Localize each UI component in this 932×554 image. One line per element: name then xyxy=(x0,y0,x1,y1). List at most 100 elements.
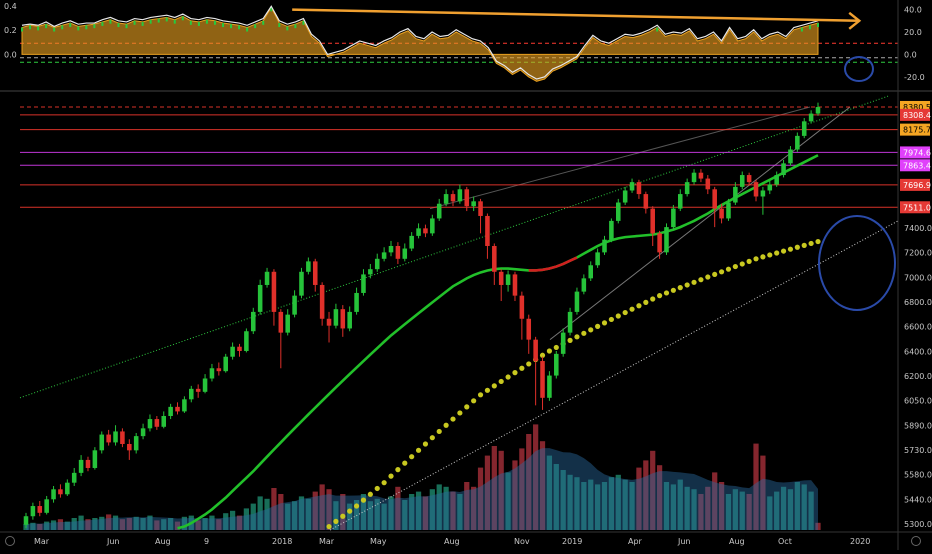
volume-bar xyxy=(450,491,456,530)
candle-body xyxy=(677,194,683,209)
candle-body xyxy=(698,172,704,179)
dotted-average-point xyxy=(402,460,408,466)
x-axis-tick: Aug xyxy=(155,537,171,546)
candle-body xyxy=(609,220,614,240)
candle-body xyxy=(684,182,690,195)
volume-bar xyxy=(691,489,697,530)
candle-body xyxy=(368,269,373,275)
dotted-average-point xyxy=(464,404,470,410)
price-axis-tick: 7200.0 xyxy=(904,249,932,258)
candle-body xyxy=(140,428,146,437)
candle-body xyxy=(51,489,56,500)
x-axis-tick: Nov xyxy=(514,537,530,546)
volume-bar xyxy=(732,489,738,530)
x-axis-tick: 2019 xyxy=(562,537,582,546)
candle-body xyxy=(189,388,194,400)
volume-bar xyxy=(767,496,773,530)
osc-left-tick: 0.0 xyxy=(4,50,17,59)
candle-body xyxy=(244,331,249,351)
volume-bar xyxy=(546,455,553,530)
price-tag-bg xyxy=(900,159,930,172)
candle-body xyxy=(306,261,311,272)
volume-bar xyxy=(498,450,504,530)
candle-body xyxy=(23,516,29,525)
dotted-average-point xyxy=(519,365,525,371)
candle-body xyxy=(691,172,697,183)
dotted-average-point xyxy=(712,271,718,278)
dotted-average-point xyxy=(477,392,484,398)
dotted-average-point xyxy=(340,513,346,519)
price-axis-tick: 7000.0 xyxy=(904,273,932,282)
x-axis-tick: Apr xyxy=(628,537,643,546)
candle-body xyxy=(602,239,607,253)
dotted-average-point xyxy=(629,306,635,312)
dotted-average-point xyxy=(347,508,353,514)
volume-bar xyxy=(140,518,146,530)
x-axis-tick: Aug xyxy=(729,537,745,546)
volume-bar xyxy=(471,486,477,530)
dotted-average-point xyxy=(601,320,608,326)
volume-bar xyxy=(574,477,580,530)
price-tag-label: 7511.0 xyxy=(903,203,931,212)
candle-body xyxy=(478,201,483,216)
candle-body xyxy=(395,245,401,259)
candle-body xyxy=(354,292,359,312)
volume-bar xyxy=(484,455,491,530)
candle-body xyxy=(815,107,821,114)
candle-body xyxy=(643,194,649,209)
volume-bar xyxy=(422,496,429,530)
dotted-average-point xyxy=(808,240,814,247)
volume-bar xyxy=(92,518,98,530)
candle-body xyxy=(99,434,105,451)
candle-body xyxy=(195,388,201,392)
dotted-average-point xyxy=(650,296,656,302)
price-tag-label: 8380.5 xyxy=(903,103,931,112)
osc-left-tick: 0.4 xyxy=(4,2,17,11)
candle-body xyxy=(312,261,318,285)
candle-body xyxy=(533,339,538,362)
candle-body xyxy=(629,182,635,191)
volume-bar xyxy=(271,488,277,530)
candle-body xyxy=(168,406,173,417)
volume-bar xyxy=(30,522,36,530)
volume-bar xyxy=(780,486,787,530)
candle-body xyxy=(760,190,766,197)
candle-body xyxy=(753,182,759,197)
dotted-average-point xyxy=(636,303,642,309)
price-tag-label: 8175.7 xyxy=(903,126,931,135)
moving-average-line xyxy=(177,154,819,530)
volume-bar xyxy=(539,441,546,530)
volume-bar xyxy=(553,464,559,530)
candle-body xyxy=(712,189,717,209)
volume-bar xyxy=(50,520,57,530)
volume-bar xyxy=(808,491,814,530)
dotted-average-point xyxy=(539,352,546,358)
candle-body xyxy=(182,399,187,412)
dotted-average-point xyxy=(774,250,780,256)
dotted-average-point xyxy=(588,327,594,333)
dotted-average-point xyxy=(622,309,628,316)
volume-bar xyxy=(436,484,442,530)
candle-body xyxy=(216,368,222,372)
dotted-average-point xyxy=(643,299,649,305)
volume-bar xyxy=(519,448,525,530)
price-panel xyxy=(19,95,899,531)
volume-bar xyxy=(443,486,449,530)
volume-bar xyxy=(360,494,367,530)
candle-body xyxy=(726,202,731,219)
candle-body xyxy=(430,218,435,234)
volume-bar xyxy=(677,479,683,530)
candle-body xyxy=(567,311,573,333)
dotted-average-point xyxy=(657,293,663,299)
volume-bar xyxy=(106,514,112,530)
dotted-average-point xyxy=(725,266,732,272)
volume-bar xyxy=(787,489,794,530)
dotted-average-point xyxy=(753,256,759,262)
volume-bar xyxy=(154,520,160,530)
x-axis-tick: 2018 xyxy=(272,537,292,546)
dotted-average-point xyxy=(581,330,587,336)
price-tag-label: 8308.4 xyxy=(903,111,931,120)
volume-bar xyxy=(174,521,181,530)
